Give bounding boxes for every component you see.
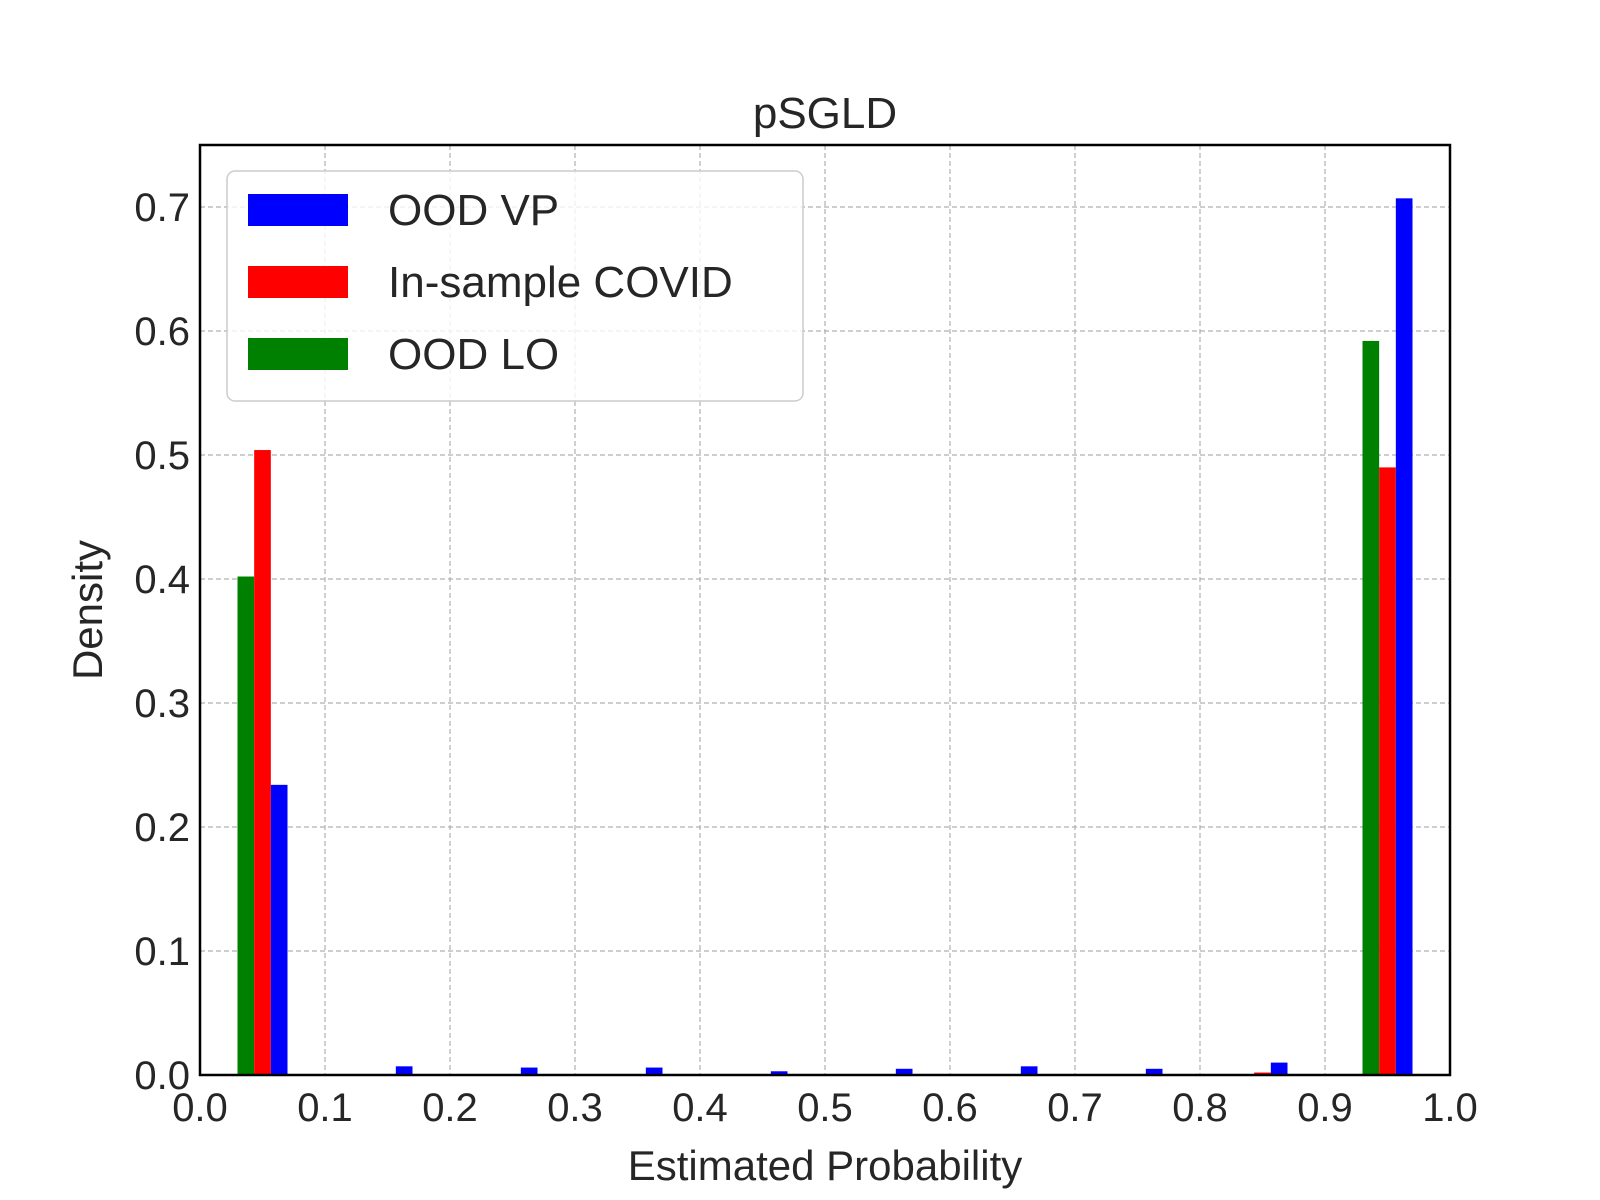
legend-swatch xyxy=(248,266,348,298)
y-tick-label: 0.0 xyxy=(134,1054,190,1098)
legend: OOD VP In-sample COVID OOD LO xyxy=(226,170,804,402)
x-tick-label: 1.0 xyxy=(1422,1086,1478,1130)
y-tick-label: 0.3 xyxy=(134,682,190,726)
x-tick-labels: 0.0 0.1 0.2 0.3 0.4 0.5 0.6 0.7 0.8 0.9 1.0 xyxy=(172,1086,1478,1130)
y-tick-labels: 0.0 0.1 0.2 0.3 0.4 0.5 0.6 0.7 xyxy=(134,186,190,1098)
legend-label: OOD VP xyxy=(388,186,559,235)
x-tick-label: 0.8 xyxy=(1172,1086,1228,1130)
x-tick-label: 0.7 xyxy=(1047,1086,1103,1130)
plot-frame xyxy=(198,143,1452,1077)
bar-ood-vp xyxy=(895,1068,913,1075)
bar-in-sample-covid xyxy=(254,450,271,1075)
y-tick-label: 0.7 xyxy=(134,186,190,230)
bars xyxy=(237,198,1413,1075)
legend-label: In-sample COVID xyxy=(388,258,733,307)
bar-ood-lo xyxy=(237,576,255,1075)
y-axis-label: Density xyxy=(64,540,111,680)
legend-swatch xyxy=(248,338,348,370)
x-axis-label: Estimated Probability xyxy=(628,1142,1023,1189)
chart-title: pSGLD xyxy=(753,89,897,138)
x-tick-label: 0.5 xyxy=(797,1086,853,1130)
x-tick-label: 0.0 xyxy=(172,1086,228,1130)
y-tick-label: 0.4 xyxy=(134,558,190,602)
x-tick-label: 0.4 xyxy=(672,1086,728,1130)
bar-ood-vp xyxy=(395,1066,413,1075)
y-tick-label: 0.6 xyxy=(134,310,190,354)
bar-ood-vp xyxy=(1270,1062,1288,1075)
x-tick-label: 0.2 xyxy=(422,1086,478,1130)
y-tick-label: 0.5 xyxy=(134,434,190,478)
bar-ood-vp xyxy=(645,1067,663,1075)
bar-ood-lo xyxy=(1362,340,1380,1075)
x-tick-label: 0.1 xyxy=(297,1086,353,1130)
bar-ood-vp xyxy=(1395,198,1413,1075)
bar-ood-vp xyxy=(520,1067,538,1075)
y-tick-label: 0.1 xyxy=(134,930,190,974)
legend-swatch xyxy=(248,194,348,226)
bar-ood-vp xyxy=(1145,1068,1163,1075)
x-tick-label: 0.6 xyxy=(922,1086,978,1130)
bar-ood-vp xyxy=(270,784,288,1075)
legend-box xyxy=(226,170,804,402)
legend-label: OOD LO xyxy=(388,330,559,379)
bar-ood-vp xyxy=(1020,1066,1038,1075)
y-tick-label: 0.2 xyxy=(134,806,190,850)
bar-ood-vp xyxy=(770,1071,788,1075)
bar-in-sample-covid xyxy=(1379,467,1396,1075)
x-tick-label: 0.3 xyxy=(547,1086,603,1130)
x-tick-label: 0.9 xyxy=(1297,1086,1353,1130)
